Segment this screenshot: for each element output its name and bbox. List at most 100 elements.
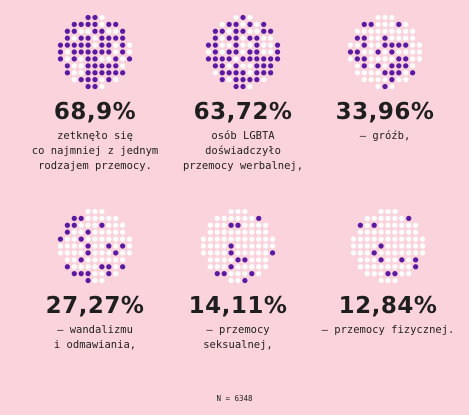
empty-dot xyxy=(396,49,402,55)
empty-dot xyxy=(219,21,225,27)
empty-dot xyxy=(92,208,98,215)
empty-dot xyxy=(361,70,367,76)
empty-dot xyxy=(389,35,395,41)
empty-dot xyxy=(92,243,98,249)
filled-dot xyxy=(85,56,91,62)
filled-dot xyxy=(274,56,281,62)
filled-dot xyxy=(226,49,232,55)
empty-dot xyxy=(263,264,269,270)
empty-dot xyxy=(392,236,398,242)
empty-dot xyxy=(403,21,409,27)
filled-dot xyxy=(240,14,246,21)
empty-dot xyxy=(378,222,384,228)
empty-dot xyxy=(207,222,213,228)
filled-dot xyxy=(85,21,91,27)
empty-dot xyxy=(357,264,363,270)
empty-dot xyxy=(99,229,105,235)
filled-dot xyxy=(92,70,98,76)
filled-dot xyxy=(92,77,98,83)
empty-dot xyxy=(106,229,112,235)
empty-dot xyxy=(92,42,98,48)
filled-dot xyxy=(78,42,84,48)
empty-dot xyxy=(368,49,374,55)
empty-dot xyxy=(247,28,253,34)
empty-dot xyxy=(406,229,412,235)
filled-dot xyxy=(357,222,363,228)
empty-dot xyxy=(364,271,370,277)
stat-description: zetknęło się co najmniej z jednym rodzaj… xyxy=(31,130,159,172)
empty-dot xyxy=(354,70,360,76)
empty-dot xyxy=(233,14,239,21)
empty-dot xyxy=(120,222,126,228)
filled-dot xyxy=(78,21,84,27)
filled-dot xyxy=(71,222,77,228)
empty-dot xyxy=(256,257,262,263)
empty-dot xyxy=(392,257,398,263)
filled-dot xyxy=(240,83,246,90)
empty-dot xyxy=(106,28,112,34)
filled-dot xyxy=(92,28,98,34)
filled-dot xyxy=(106,264,112,270)
empty-dot xyxy=(385,243,391,249)
empty-dot xyxy=(64,49,70,55)
filled-dot xyxy=(228,222,234,228)
empty-dot xyxy=(226,63,232,69)
empty-dot xyxy=(249,215,255,221)
empty-dot xyxy=(392,250,398,256)
empty-dot xyxy=(399,236,405,242)
empty-dot xyxy=(385,250,391,256)
empty-dot xyxy=(385,215,391,221)
empty-dot xyxy=(120,236,126,242)
empty-dot xyxy=(410,42,416,48)
empty-dot xyxy=(207,264,213,270)
empty-dot xyxy=(375,21,381,27)
empty-dot xyxy=(256,243,262,249)
empty-dot xyxy=(78,250,84,256)
empty-dot xyxy=(113,271,119,277)
filled-dot xyxy=(247,56,253,62)
filled-dot xyxy=(85,35,91,41)
filled-dot xyxy=(85,77,91,83)
filled-dot xyxy=(78,257,84,263)
empty-dot xyxy=(214,257,220,263)
filled-dot xyxy=(106,70,112,76)
empty-dot xyxy=(78,264,84,270)
empty-dot xyxy=(364,229,370,235)
filled-dot xyxy=(120,243,126,249)
empty-dot xyxy=(242,264,248,270)
stat-description: – wandalizmu i odmawiania, xyxy=(53,324,137,351)
empty-dot xyxy=(371,271,377,277)
empty-dot xyxy=(382,77,388,83)
filled-dot xyxy=(354,56,360,62)
empty-dot xyxy=(207,243,213,249)
filled-dot xyxy=(254,42,260,48)
filled-dot xyxy=(268,56,274,62)
empty-dot xyxy=(350,243,357,249)
empty-dot xyxy=(64,56,70,62)
filled-dot xyxy=(403,63,409,69)
empty-dot xyxy=(85,236,91,242)
empty-dot xyxy=(378,229,384,235)
empty-dot xyxy=(406,257,412,263)
empty-dot xyxy=(92,236,98,242)
filled-dot xyxy=(226,35,232,41)
filled-dot xyxy=(120,28,126,34)
empty-dot xyxy=(347,42,354,48)
stat-value: 33,96% xyxy=(335,99,435,125)
empty-dot xyxy=(375,28,381,34)
empty-dot xyxy=(235,271,241,277)
filled-dot xyxy=(233,42,239,48)
empty-dot xyxy=(249,229,255,235)
filled-dot xyxy=(226,21,232,27)
empty-dot xyxy=(256,264,262,270)
empty-dot xyxy=(410,28,416,34)
empty-dot xyxy=(228,277,234,284)
stat-value: 27,27% xyxy=(45,293,145,319)
empty-dot xyxy=(399,271,405,277)
filled-dot xyxy=(403,42,409,48)
filled-dot xyxy=(382,35,388,41)
empty-dot xyxy=(378,271,384,277)
filled-dot xyxy=(228,243,234,249)
empty-dot xyxy=(78,243,84,249)
filled-dot xyxy=(85,250,91,256)
